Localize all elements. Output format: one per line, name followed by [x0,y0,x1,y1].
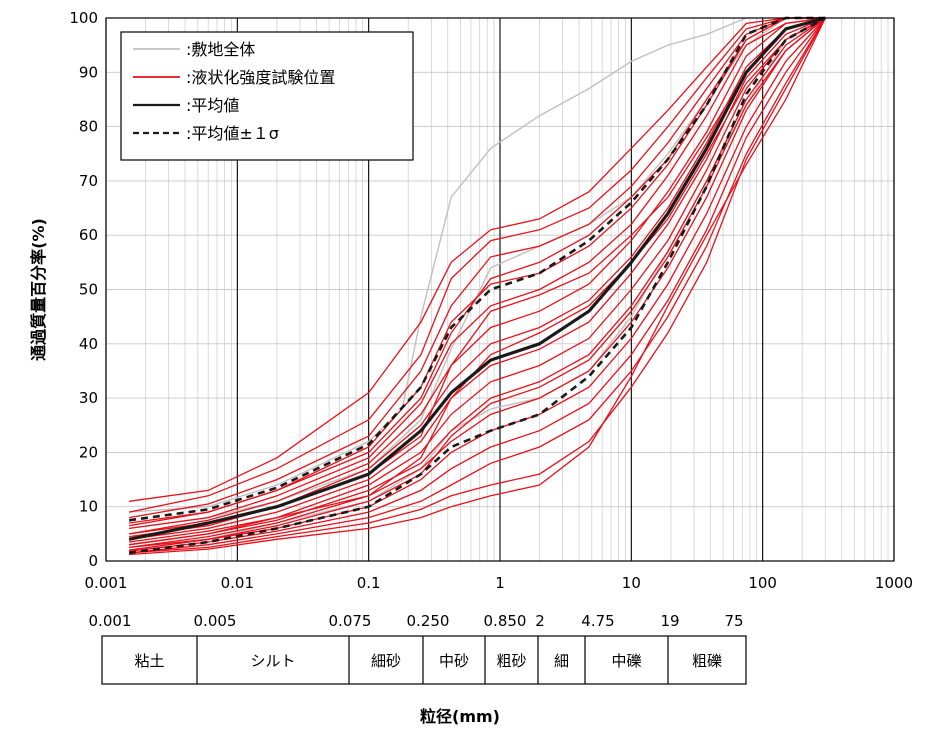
y-tick-label: 20 [79,443,98,461]
test-position-curve [129,17,826,549]
mean-curve [128,16,826,541]
y-tick-labels: 0 10 20 30 40 50 60 70 80 90 100 [69,9,98,570]
mean-sigma-curve [128,16,826,555]
y-tick-label: 60 [79,226,98,244]
test-position-curve [129,17,826,543]
test-position-curve [129,17,826,554]
soil-class-label: 細 [554,652,569,670]
size-boundary-label: 0.005 [194,612,237,630]
x-tick-label: 1000 [875,574,913,592]
size-boundary-label: 2 [535,612,545,630]
legend-label-mean: :平均値 [186,96,239,115]
legend-label-mean-sigma: :平均値±１σ [186,124,279,143]
test-position-curve [128,17,826,535]
test-position-curve [129,17,826,552]
x-tick-label: 10 [622,574,641,592]
x-tick-label: 0.1 [357,574,381,592]
y-axis-label: 通過質量百分率(%) [29,218,48,361]
soil-class-label: シルト [250,652,295,670]
x-tick-label: 100 [748,574,777,592]
class-table-frame [101,635,747,685]
test-position-curve [129,17,826,549]
x-tick-label: 0.01 [221,574,254,592]
y-tick-label: 0 [88,552,98,570]
soil-class-table: 粘土 シルト 細砂 中砂 粗砂 細 中礫 粗礫 [101,635,747,685]
size-boundary-label: 0.001 [89,612,132,630]
legend-label-site-all: :敷地全体 [186,40,255,59]
legend-box [120,31,414,161]
y-tick-label: 10 [79,498,98,516]
size-boundary-label: 0.250 [407,612,450,630]
test-position-curve [128,17,826,513]
plot-frame [105,17,895,562]
y-tick-label: 100 [69,9,98,27]
test-position-curve [129,17,826,556]
legend: :敷地全体 :液状化強度試験位置 :平均値 :平均値±１σ [120,31,414,161]
test-position-curve [129,17,826,540]
y-tick-label: 70 [79,172,98,190]
size-boundary-label: 0.075 [329,612,372,630]
soil-class-label: 粗礫 [692,652,722,670]
mean-sigma-curve [128,16,826,522]
legend-label-test-positions: :液状化強度試験位置 [186,68,335,87]
curves [128,16,826,556]
soil-class-label: 中砂 [439,652,469,670]
soil-class-label: 中礫 [611,652,641,670]
soil-class-label: 粗砂 [496,652,526,670]
x-axis-label: 粒径(mm) [420,707,500,726]
test-position-curve [129,17,826,546]
test-position-curve [129,17,826,530]
size-boundary-label: 19 [660,612,679,630]
y-tick-label: 80 [79,118,98,136]
x-tick-label: 0.001 [85,574,128,592]
size-boundary-label: 4.75 [581,612,614,630]
y-tick-label: 90 [79,63,98,81]
size-boundary-label: 0.850 [484,612,527,630]
y-tick-label: 40 [79,335,98,353]
x-tick-labels: 0.001 0.01 0.1 1 10 100 1000 [85,574,914,592]
y-tick-label: 30 [79,389,98,407]
test-position-curve [129,17,826,538]
test-position-curve [129,17,826,554]
site-all-curve [129,17,747,513]
soil-class-label: 粘土 [134,652,164,670]
size-boundary-label: 75 [724,612,743,630]
test-position-curve [129,17,826,502]
y-tick-label: 50 [79,281,98,299]
test-position-curve [128,17,826,519]
soil-class-label: 細砂 [371,652,401,670]
x-tick-label: 1 [495,574,505,592]
size-boundary-labels: 0.001 0.005 0.075 0.250 0.850 2 4.75 19 75 [89,612,744,630]
